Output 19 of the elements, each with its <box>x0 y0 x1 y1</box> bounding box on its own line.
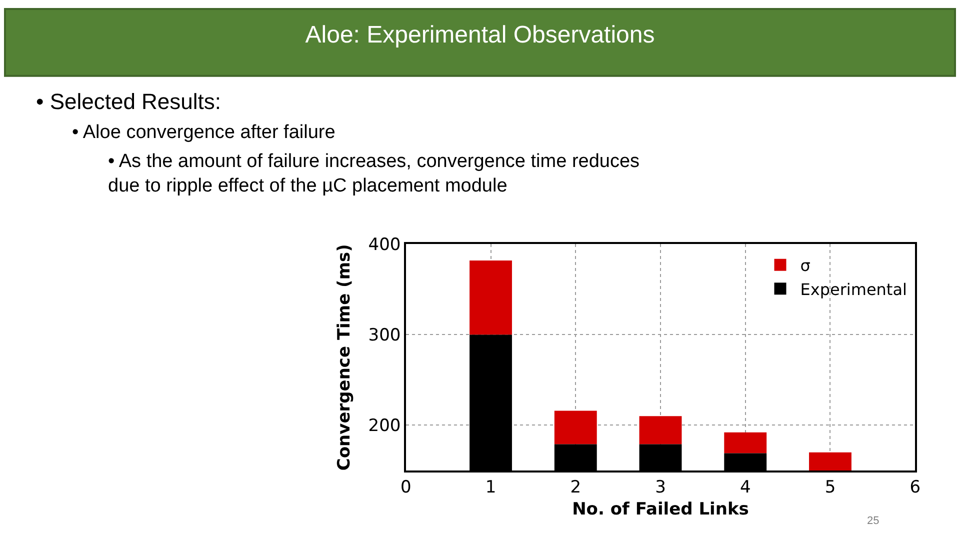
y-tick-label: 300 <box>368 326 401 346</box>
chart-title: Aloe: Experimental Observations <box>305 21 655 48</box>
x-tick-label: 4 <box>740 478 751 498</box>
text: • As the amount of failure increases, convergence time reduces due to ripple effect of the µC placement module <box>108 151 640 197</box>
legend-label: σ <box>800 256 810 276</box>
x-tick-label: 1 <box>485 478 496 498</box>
x-tick-label: 0 <box>400 478 412 498</box>
x-tick-label: 3 <box>655 478 666 498</box>
x-tick-label: 6 <box>910 478 921 498</box>
y-tick-label: 400 <box>368 235 401 256</box>
y-axis-title: Convergence Time (ms) <box>334 244 354 471</box>
text: 25 <box>867 515 880 527</box>
x-tick-label: 2 <box>570 478 582 498</box>
y-tick-label: 200 <box>368 416 401 436</box>
text: • Aloe convergence after failure <box>72 122 336 143</box>
x-axis-title: No. of Failed Links <box>572 499 749 520</box>
text: • Selected Results: <box>36 89 222 114</box>
legend-label: Experimental <box>800 280 907 299</box>
x-tick-label: 5 <box>824 478 836 498</box>
